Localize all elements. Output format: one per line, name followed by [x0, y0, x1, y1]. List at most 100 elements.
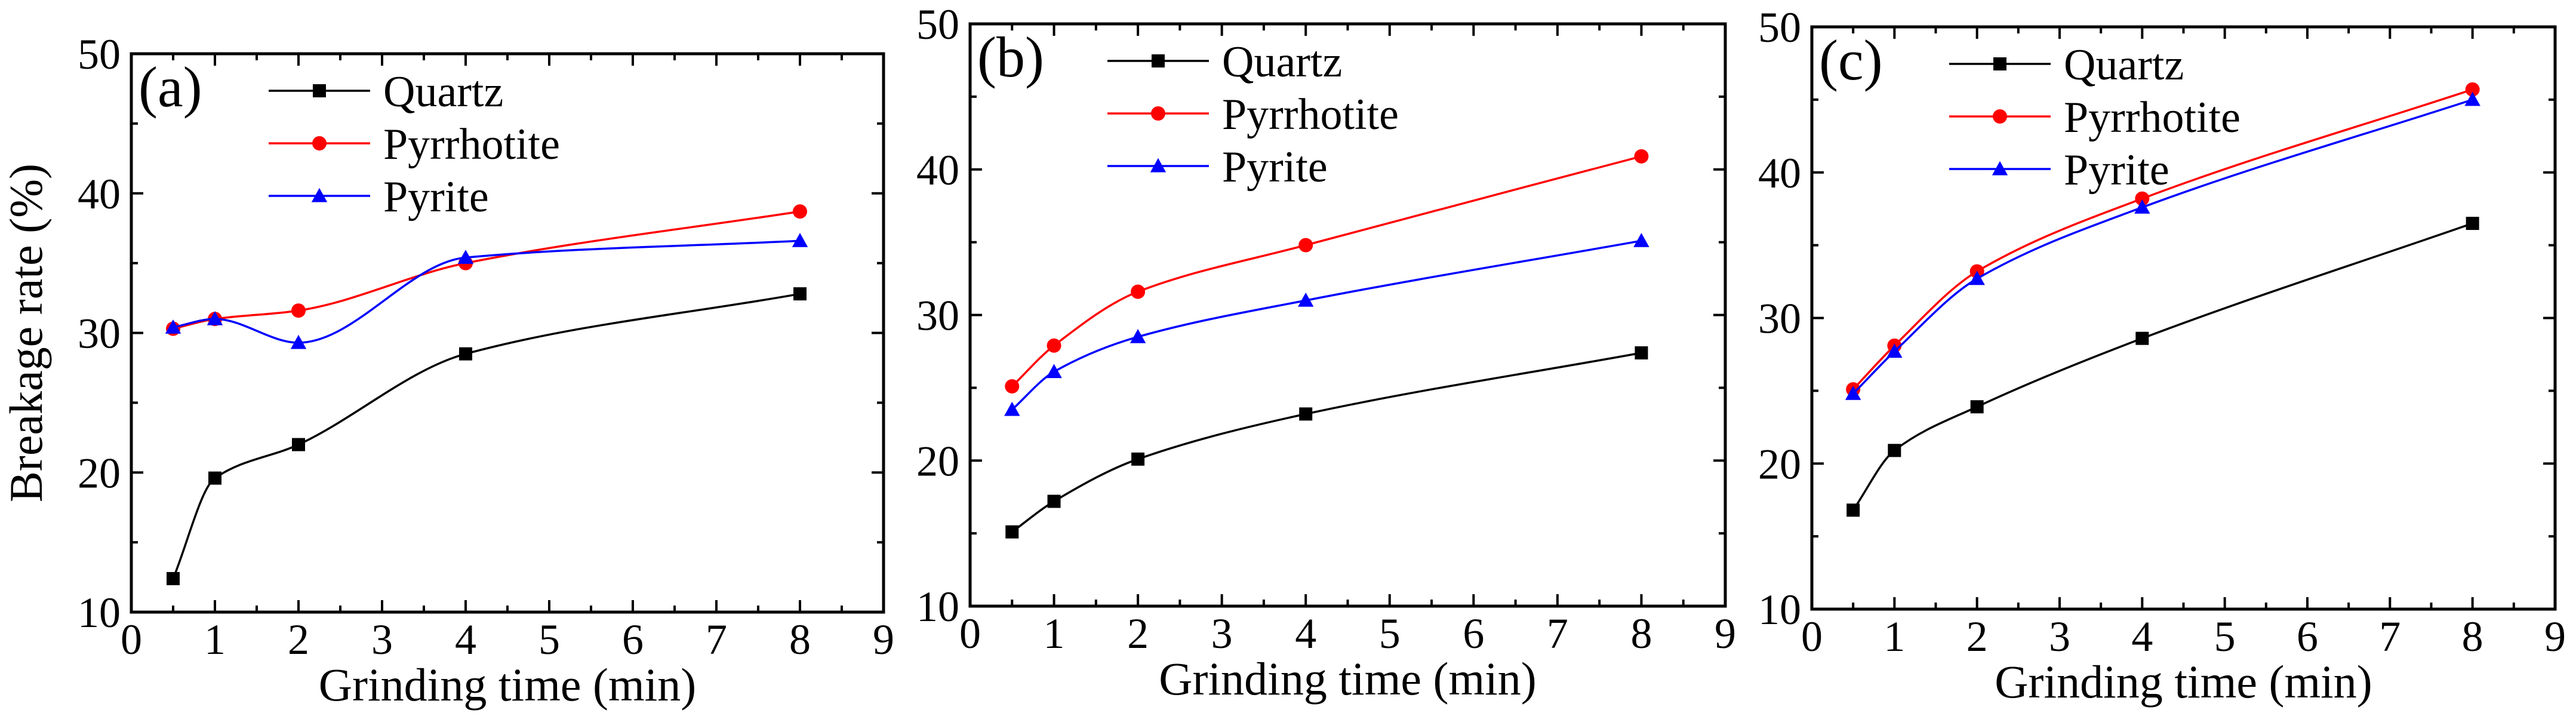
data-point-quartz: [793, 287, 807, 301]
legend-marker: [312, 136, 327, 150]
legend-label: Quartz: [383, 67, 503, 116]
x-tick-label: 9: [873, 616, 894, 663]
legend-label: Pyrrhotite: [383, 120, 560, 169]
legend-label: Quartz: [1222, 38, 1342, 87]
x-tick-label: 8: [2462, 613, 2483, 660]
legend-marker: [313, 84, 326, 97]
x-tick-label: 3: [371, 616, 393, 663]
x-tick-label: 8: [1630, 610, 1652, 657]
data-point-pyrite: [290, 334, 307, 349]
y-tick-label: 40: [1758, 149, 1801, 197]
legend-label: Pyrite: [1222, 143, 1328, 192]
panel-label: (c): [1819, 28, 1883, 92]
data-point-pyrrhotite: [2465, 82, 2480, 97]
data-point-pyrrhotite: [1298, 238, 1313, 253]
x-tick-label: 5: [1379, 610, 1401, 657]
x-tick-label: 7: [1547, 610, 1568, 657]
legend-label: Pyrite: [2064, 146, 2169, 195]
series-line-quartz: [1852, 222, 2473, 511]
x-tick-label: 0: [121, 616, 142, 663]
data-point-quartz: [1635, 346, 1648, 360]
x-tick-label: 7: [2379, 613, 2400, 660]
x-tick-label: 6: [1463, 610, 1484, 657]
x-tick-label: 1: [204, 616, 226, 663]
data-point-pyrite: [1298, 292, 1314, 307]
y-tick-label: 40: [78, 170, 121, 218]
legend-marker: [1150, 158, 1167, 173]
legend-marker: [1992, 161, 2008, 176]
panel-label: (a): [139, 55, 202, 119]
legend-marker: [1151, 106, 1165, 121]
x-tick-label: 1: [1044, 610, 1065, 657]
y-tick-label: 20: [78, 449, 121, 497]
y-axis-title: Breakage rate (%): [0, 164, 52, 502]
data-point-quartz: [1970, 400, 1984, 414]
legend-marker: [1152, 54, 1165, 67]
data-point-pyrite: [1633, 232, 1649, 247]
data-point-pyrite: [1969, 271, 1985, 285]
data-point-quartz: [1846, 503, 1860, 517]
x-tick-label: 9: [1715, 610, 1736, 657]
x-tick-label: 5: [538, 616, 560, 663]
data-point-pyrite: [207, 311, 223, 325]
data-point-pyrrhotite: [1634, 149, 1649, 164]
data-point-quartz: [1299, 407, 1313, 421]
x-tick-label: 6: [622, 616, 644, 663]
series-line-quartz: [1011, 352, 1642, 533]
x-tick-label: 4: [1295, 610, 1316, 657]
x-tick-label: 7: [706, 616, 727, 663]
panel-b: 0 1 2 3 4 5 6 7 8 9 10 20 30 40 50 Grinding time (min) (…: [916, 1, 1736, 705]
x-tick-label: 3: [1211, 610, 1233, 657]
x-tick-label: 0: [1801, 613, 1823, 660]
x-axis-title: Grinding time (min): [319, 659, 697, 711]
x-tick-label: 0: [959, 610, 981, 657]
x-tick-label: 1: [1883, 613, 1905, 660]
y-tick-label: 50: [78, 30, 121, 78]
x-axis-title: Grinding time (min): [1995, 656, 2372, 708]
y-tick-label: 30: [78, 310, 121, 358]
panel-c: 0 1 2 3 4 5 6 7 8 9 10 20 30 40 50 Grinding time (min) (…: [1758, 4, 2566, 708]
data-point-quartz: [1005, 525, 1019, 539]
series-line-quartz: [172, 293, 801, 579]
data-point-quartz: [2466, 217, 2479, 231]
x-tick-label: 4: [455, 616, 476, 663]
x-tick-label: 9: [2544, 613, 2566, 660]
panel-label: (b): [977, 25, 1044, 89]
x-axis-title: Grinding time (min): [1159, 653, 1537, 705]
y-tick-label: 20: [1758, 440, 1801, 488]
series-line-pyrrhotite: [173, 210, 801, 330]
data-point-quartz: [459, 347, 472, 361]
y-tick-label: 10: [78, 589, 121, 637]
data-point-quartz: [167, 571, 180, 585]
series-line-pyrite: [1852, 99, 2473, 395]
legend-label: Quartz: [2064, 41, 2184, 90]
legend-label: Pyrite: [383, 173, 489, 222]
series-line-pyrite: [173, 239, 801, 344]
data-point-pyrrhotite: [2135, 191, 2150, 206]
x-tick-label: 6: [2297, 613, 2318, 660]
data-point-quartz: [1888, 444, 1901, 457]
data-point-pyrrhotite: [1047, 338, 1061, 353]
data-point-pyrite: [1886, 343, 1903, 358]
x-tick-label: 3: [2049, 613, 2070, 660]
data-point-pyrite: [1004, 401, 1020, 416]
data-point-pyrrhotite: [291, 303, 306, 318]
y-tick-label: 10: [916, 583, 959, 631]
data-point-quartz: [2135, 331, 2149, 345]
data-point-pyrite: [792, 233, 808, 247]
panel-a: 0 1 2 3 4 5 6 7 8 9 10 20 30 40 50 Grinding time (min) B…: [0, 30, 894, 711]
data-point-quartz: [1047, 494, 1061, 508]
data-point-pyrrhotite: [1005, 379, 1020, 394]
y-tick-label: 10: [1758, 586, 1801, 634]
y-tick-label: 50: [916, 1, 959, 48]
x-tick-label: 2: [288, 616, 309, 663]
data-point-quartz: [1131, 452, 1145, 466]
legend-label: Pyrrhotite: [2064, 93, 2240, 142]
data-point-pyrrhotite: [793, 204, 807, 219]
data-point-pyrite: [2464, 91, 2480, 106]
legend-marker: [1993, 57, 2006, 70]
data-point-pyrite: [2134, 199, 2150, 214]
x-tick-label: 5: [2214, 613, 2236, 660]
legend-marker: [311, 188, 328, 202]
